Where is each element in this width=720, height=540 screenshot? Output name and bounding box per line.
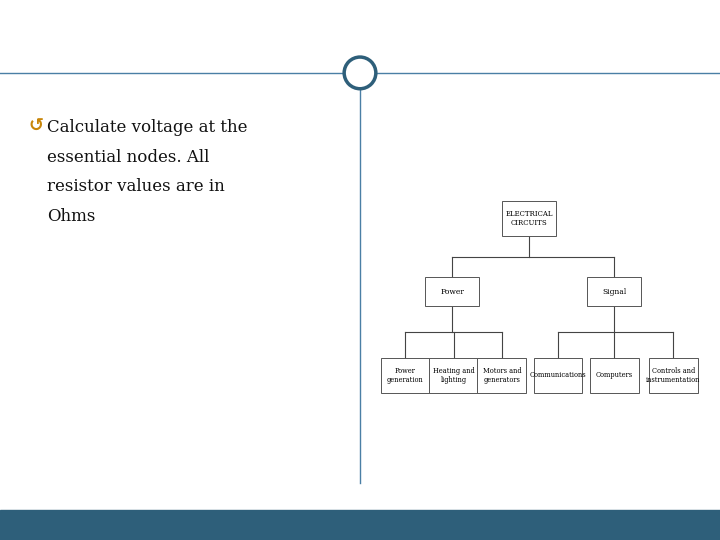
Text: Calculate voltage at the: Calculate voltage at the <box>47 119 247 136</box>
Text: Controls and
instrumentation: Controls and instrumentation <box>646 367 701 384</box>
Text: ↺: ↺ <box>29 117 44 135</box>
Text: Power
generation: Power generation <box>387 367 424 384</box>
FancyBboxPatch shape <box>649 358 698 393</box>
FancyBboxPatch shape <box>503 201 556 237</box>
Text: Heating and
lighting: Heating and lighting <box>433 367 474 384</box>
Text: Computers: Computers <box>595 372 633 379</box>
Text: resistor values are in: resistor values are in <box>47 178 225 195</box>
FancyBboxPatch shape <box>588 276 641 306</box>
FancyBboxPatch shape <box>429 358 478 393</box>
FancyBboxPatch shape <box>477 358 526 393</box>
FancyBboxPatch shape <box>381 358 430 393</box>
FancyBboxPatch shape <box>534 358 582 393</box>
Bar <box>0 510 720 540</box>
Text: Communications: Communications <box>530 372 586 379</box>
FancyBboxPatch shape <box>425 276 480 306</box>
Text: Ohms: Ohms <box>47 208 95 225</box>
Text: Signal: Signal <box>602 288 626 295</box>
Ellipse shape <box>344 57 376 89</box>
Text: essential nodes. All: essential nodes. All <box>47 148 210 165</box>
Text: ELECTRICAL
CIRCUITS: ELECTRICAL CIRCUITS <box>505 210 553 227</box>
FancyBboxPatch shape <box>590 358 639 393</box>
Text: Power: Power <box>440 288 464 295</box>
Text: Motors and
generators: Motors and generators <box>482 367 521 384</box>
